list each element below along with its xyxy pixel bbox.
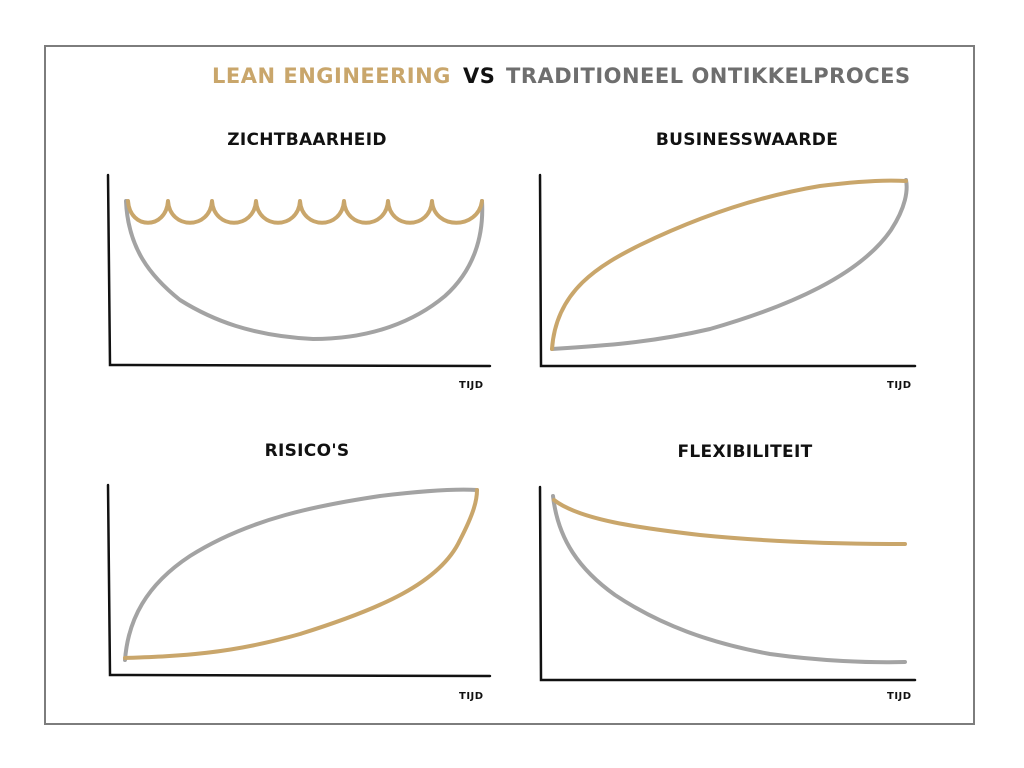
x-axis-label-visibility: TIJD (459, 380, 484, 391)
lean-curve-business-value (550, 178, 908, 351)
chart-visibility (106, 173, 492, 368)
chart-title-business-value: BUSINESSWAARDE (655, 130, 839, 150)
chart-title-risks: RISICO'S (264, 441, 350, 461)
traditional-curve-visibility (124, 199, 485, 341)
lean-curve-flexibility (552, 498, 907, 546)
chart-title-flexibility: FLEXIBILITEIT (677, 442, 813, 462)
title-lean-engineering: LEAN ENGINEERING (212, 64, 451, 88)
traditional-curve-flexibility (551, 494, 907, 665)
chart-title-visibility: ZICHTBAARHEID (227, 130, 387, 150)
traditional-curve-risks (123, 487, 479, 662)
lean-curve-risks (123, 488, 479, 660)
axes-business-value (538, 173, 917, 368)
axes-visibility (106, 173, 492, 368)
axes-flexibility (538, 485, 917, 682)
chart-flexibility (538, 485, 917, 682)
x-axis-label-flexibility: TIJD (887, 691, 912, 702)
title-traditional-process: TRADITIONEEL ONTIKKELPROCES (506, 64, 911, 88)
chart-business-value (538, 173, 917, 368)
diagram-title: LEAN ENGINEERING VS TRADITIONEEL ONTIKKE… (0, 64, 1024, 94)
axes-risks (106, 483, 492, 678)
traditional-curve-business-value (550, 178, 909, 351)
x-axis-label-business-value: TIJD (887, 380, 912, 391)
x-axis-label-risks: TIJD (459, 691, 484, 702)
diagram-frame (44, 45, 975, 725)
title-vs: VS (463, 64, 496, 88)
chart-risks (106, 483, 492, 678)
lean-curve-visibility (126, 199, 484, 225)
